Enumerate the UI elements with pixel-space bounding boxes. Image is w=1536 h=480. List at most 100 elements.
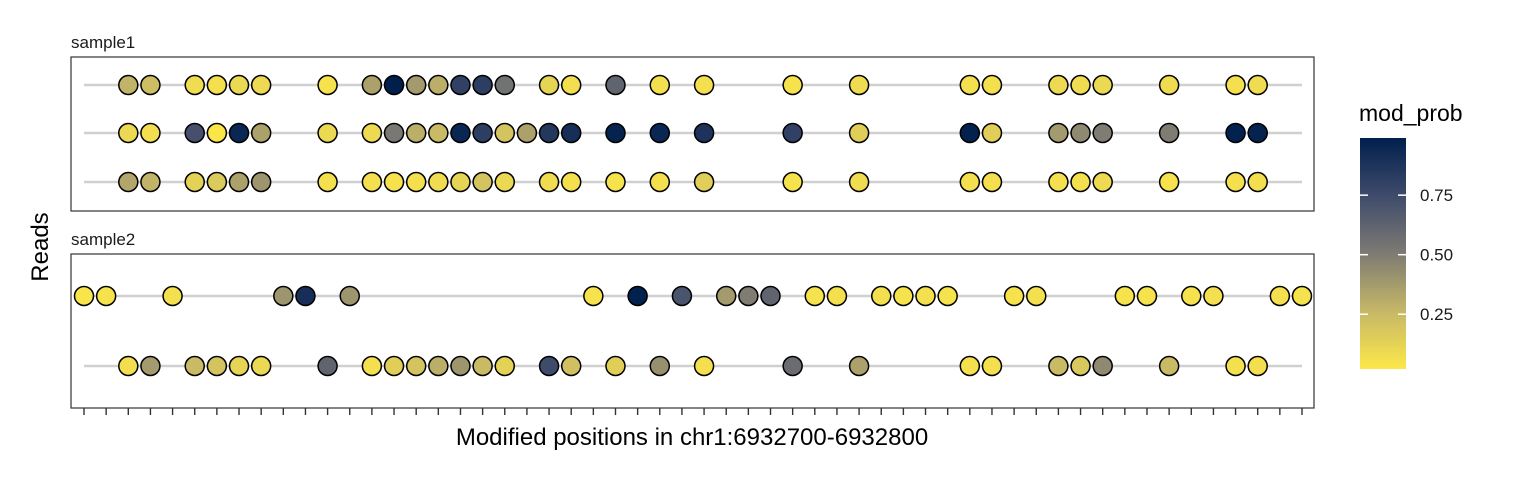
mod-point — [804, 285, 826, 307]
mod-point — [583, 285, 604, 307]
mod-point — [405, 122, 427, 144]
legend-tick-label: 0.50 — [1420, 246, 1453, 265]
mod-point — [981, 355, 1003, 377]
mod-point — [605, 171, 626, 193]
mod-point — [1247, 171, 1268, 193]
mod-point — [317, 355, 338, 377]
mod-point — [228, 355, 250, 377]
panel-border — [70, 253, 1315, 409]
mod-point — [649, 355, 671, 377]
mod-point — [428, 171, 449, 193]
mod-point — [715, 285, 737, 307]
mod-point — [1158, 122, 1180, 144]
x-axis-ticks — [83, 408, 1303, 415]
mod-point — [1048, 171, 1069, 193]
mod-point — [428, 74, 449, 96]
mod-point — [317, 122, 338, 144]
mod-point — [848, 355, 870, 377]
mod-point — [870, 285, 892, 307]
mod-point — [228, 122, 250, 144]
legend-colorbar — [1360, 138, 1406, 369]
mod-point — [848, 74, 870, 96]
mod-point — [1070, 122, 1091, 144]
mod-point — [959, 74, 981, 96]
mod-point — [1247, 355, 1268, 377]
mod-point — [981, 74, 1003, 96]
mod-point — [1225, 74, 1246, 96]
mod-point — [228, 74, 250, 96]
mod-point — [959, 122, 981, 144]
facet-label-sample1: sample1 — [71, 33, 135, 52]
mod-point — [118, 355, 139, 377]
mod-point — [693, 171, 715, 193]
mod-point — [1181, 285, 1202, 307]
mod-point — [472, 355, 493, 377]
mod-point — [605, 122, 626, 144]
mod-point — [428, 355, 449, 377]
mod-point — [1048, 122, 1069, 144]
mod-point — [1070, 355, 1091, 377]
mod-point — [959, 355, 981, 377]
mod-point — [184, 122, 205, 144]
mod-point — [228, 171, 250, 193]
mod-point — [959, 171, 981, 193]
mod-point — [95, 285, 117, 307]
mod-point — [693, 355, 715, 377]
mod-point — [184, 355, 205, 377]
mod-point — [538, 122, 560, 144]
mod-point — [1070, 74, 1091, 96]
mod-point — [361, 355, 383, 377]
mod-point — [981, 122, 1003, 144]
mod-point — [1225, 171, 1246, 193]
mod-point — [184, 171, 205, 193]
legend-tick-label: 0.25 — [1420, 305, 1453, 324]
mod-point — [671, 285, 693, 307]
mod-point — [250, 355, 272, 377]
legend-title: mod_prob — [1359, 100, 1463, 126]
mod-point — [1247, 74, 1268, 96]
mod-point — [206, 171, 228, 193]
mod-point — [140, 355, 161, 377]
mod-point — [1048, 74, 1069, 96]
mod-point — [649, 74, 671, 96]
mod-point — [848, 122, 870, 144]
facet-label-sample2: sample2 — [71, 230, 135, 249]
mod-point — [1136, 285, 1158, 307]
mod-point — [649, 171, 671, 193]
mod-point — [383, 122, 405, 144]
mod-point — [361, 171, 383, 193]
mod-point — [162, 285, 183, 307]
mod-point — [605, 355, 626, 377]
mod-point — [538, 355, 560, 377]
mod-point — [405, 74, 427, 96]
mod-point — [1225, 355, 1246, 377]
mod-point — [140, 171, 161, 193]
legend-ticks: 0.25 0.50 0.75 — [1360, 186, 1453, 324]
mod-point — [627, 285, 648, 307]
mod-point — [1225, 122, 1246, 144]
mod-point — [1092, 355, 1113, 377]
mod-point — [494, 171, 516, 193]
mod-point — [693, 74, 715, 96]
mod-point — [782, 171, 803, 193]
panel-sample1 — [70, 56, 1315, 212]
panel-sample2 — [70, 253, 1315, 409]
mod-point — [383, 171, 405, 193]
mod-point — [1158, 355, 1180, 377]
mod-point — [1269, 285, 1291, 307]
mod-point — [450, 355, 471, 377]
mod-point — [250, 171, 272, 193]
mod-point — [206, 355, 228, 377]
mod-point — [649, 122, 671, 144]
mod-point — [118, 171, 139, 193]
mod-point — [782, 122, 803, 144]
mod-point — [981, 171, 1003, 193]
mod-point — [118, 74, 139, 96]
mod-point — [1247, 122, 1268, 144]
mod-point — [915, 285, 936, 307]
mod-point — [738, 285, 759, 307]
mod-point — [273, 285, 294, 307]
legend: mod_prob 0.25 0.50 0.75 — [1359, 100, 1463, 369]
mod-point — [893, 285, 914, 307]
